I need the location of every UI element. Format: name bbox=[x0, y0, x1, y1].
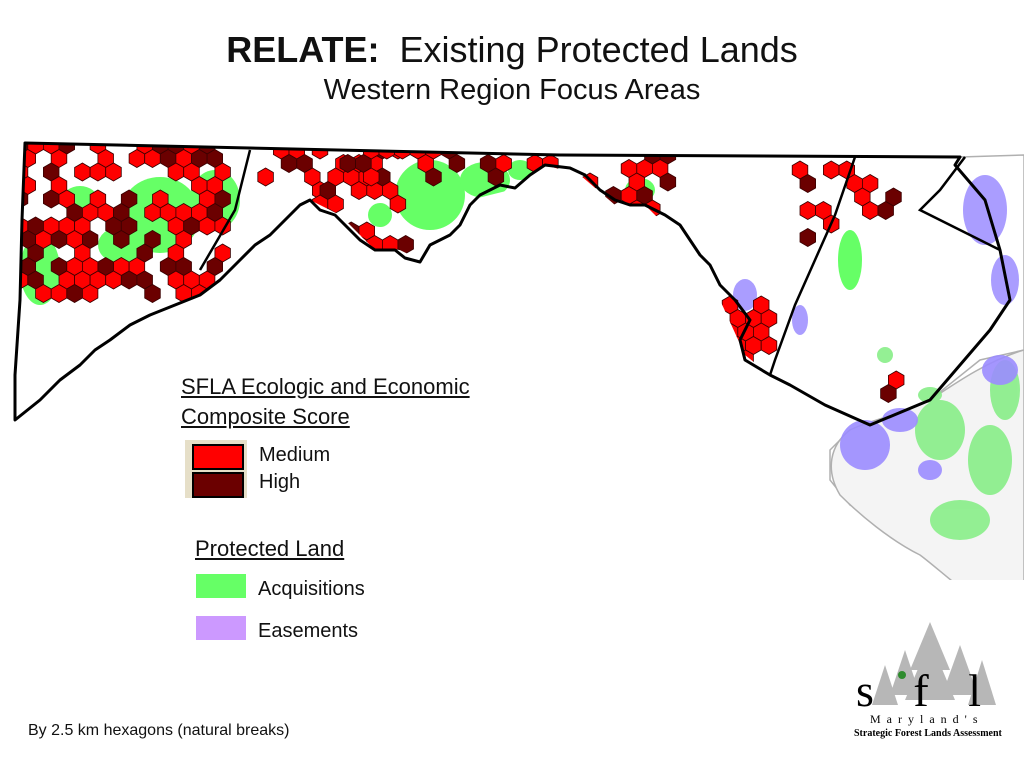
high-hexagon bbox=[397, 235, 414, 254]
acquisitions-label: Acquisitions bbox=[258, 578, 365, 600]
logo-state: Maryland's bbox=[870, 712, 983, 726]
high-label: High bbox=[259, 471, 301, 493]
medium-hexagon bbox=[862, 201, 879, 220]
page-title: RELATE: Existing Protected Lands Western… bbox=[0, 28, 1024, 108]
medium-hexagon bbox=[82, 284, 99, 303]
high-swatch bbox=[192, 472, 244, 498]
high-hexagon bbox=[120, 270, 138, 290]
medium-hexagon bbox=[105, 270, 122, 290]
medium-hexagon bbox=[128, 149, 146, 168]
medium-hexagon bbox=[597, 199, 614, 219]
high-hexagon bbox=[280, 154, 298, 173]
county-line-1 bbox=[198, 149, 252, 271]
title-text: Existing Protected Lands bbox=[399, 29, 798, 70]
high-hexagon bbox=[43, 189, 60, 209]
medium-hexagon bbox=[191, 284, 208, 303]
county-line-3 bbox=[917, 156, 1001, 252]
easements-label: Easements bbox=[258, 620, 359, 642]
medium-hexagon bbox=[198, 216, 216, 236]
high-hexagon bbox=[487, 167, 505, 187]
high-hexagon bbox=[113, 230, 130, 249]
medium-hexagon bbox=[350, 181, 368, 200]
high-hexagon bbox=[66, 284, 83, 303]
medium-hexagon bbox=[362, 167, 380, 187]
logo-name: Strategic Forest Lands Assessment bbox=[854, 728, 1003, 739]
region-boundary bbox=[13, 141, 1012, 427]
footer-note: By 2.5 km hexagons (natural breaks) bbox=[28, 722, 290, 739]
sfla-logo: s f l a Maryland's Strategic Forest Land… bbox=[854, 622, 1020, 739]
score-legend-heading-2: Composite Score bbox=[181, 404, 350, 429]
medium-hexagon bbox=[389, 194, 407, 214]
acquisitions-swatch bbox=[196, 574, 246, 598]
medium-swatch bbox=[192, 444, 244, 470]
green-dot-icon bbox=[898, 671, 906, 679]
high-hexagon bbox=[877, 201, 894, 220]
medium-hexagon bbox=[19, 149, 36, 168]
high-hexagon bbox=[339, 154, 357, 173]
high-hexagon bbox=[319, 235, 337, 254]
medium-hexagon bbox=[35, 284, 52, 303]
high-hexagon bbox=[448, 154, 466, 173]
region-map bbox=[13, 141, 1024, 580]
high-hexagon bbox=[880, 384, 897, 403]
medium-hexagon bbox=[144, 203, 161, 222]
medium-hexagon bbox=[542, 154, 559, 173]
medium-hexagon bbox=[721, 322, 739, 342]
medium-hexagon bbox=[760, 336, 778, 355]
score-legend-heading-1: SFLA Ecologic and Economic bbox=[181, 374, 470, 399]
high-hexagon bbox=[144, 284, 161, 303]
high-hexagon bbox=[425, 167, 442, 187]
medium-hexagon bbox=[823, 160, 840, 180]
title-main: RELATE: Existing Protected Lands bbox=[0, 28, 1024, 72]
medium-hexagon bbox=[105, 162, 122, 182]
title-bold: RELATE: bbox=[226, 29, 380, 70]
medium-hexagon bbox=[74, 162, 91, 182]
title-subtitle: Western Region Focus Areas bbox=[323, 74, 701, 106]
medium-hexagon bbox=[721, 349, 739, 369]
county-line-2 bbox=[768, 156, 857, 376]
protected-legend-heading: Protected Land bbox=[195, 536, 345, 561]
high-hexagon bbox=[659, 172, 677, 192]
logo-letters: s f l a bbox=[856, 665, 1020, 716]
high-hexagon bbox=[15, 189, 29, 209]
medium-hexagon bbox=[89, 162, 107, 182]
medium-hexagon bbox=[257, 167, 274, 187]
medium-hexagon bbox=[214, 216, 231, 236]
high-hexagon bbox=[799, 174, 816, 193]
medium-hexagon bbox=[327, 194, 344, 214]
tree-icon bbox=[872, 622, 996, 705]
medium-hexagon bbox=[628, 199, 645, 219]
medium-hexagon bbox=[311, 221, 329, 241]
easements-swatch bbox=[196, 616, 246, 640]
medium-hexagon bbox=[50, 284, 68, 303]
medium-hexagon bbox=[167, 162, 185, 182]
high-hexagon bbox=[799, 228, 816, 247]
medium-hexagon bbox=[799, 201, 816, 220]
medium-hexagon bbox=[581, 199, 599, 219]
medium-label: Medium bbox=[259, 444, 331, 466]
high-hexagon bbox=[50, 230, 68, 249]
medium-hexagon bbox=[144, 149, 161, 168]
east-acquisitions bbox=[877, 347, 1020, 540]
